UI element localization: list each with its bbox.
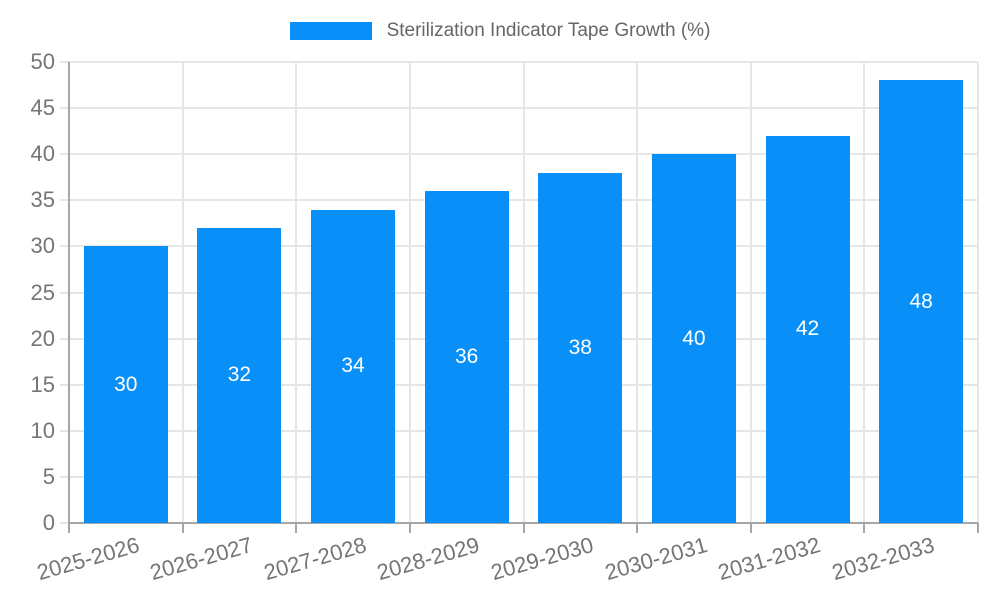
y-tick-label: 50 [30, 49, 55, 74]
bar[interactable]: 32 [197, 227, 282, 523]
y-tick-label: 0 [42, 510, 55, 535]
x-tick [181, 523, 184, 533]
x-tick [977, 523, 979, 533]
y-tick [60, 245, 69, 248]
y-tick-label: 25 [30, 279, 55, 305]
v-gridline [181, 62, 184, 523]
x-tick-label: 2030-2031 [601, 532, 710, 586]
bar-value-label: 48 [909, 289, 933, 313]
x-tick-label: 2025-2026 [33, 532, 142, 586]
y-tick [60, 383, 69, 386]
x-axis-line [69, 522, 978, 524]
bar[interactable]: 34 [311, 209, 396, 523]
bar[interactable]: 42 [765, 135, 850, 523]
y-tick-label: 20 [30, 325, 55, 351]
y-tick [60, 429, 69, 432]
x-tick-label: 2029-2030 [488, 532, 597, 586]
v-gridline [408, 62, 411, 523]
bar-value-label: 30 [114, 372, 138, 396]
y-tick-label: 5 [42, 463, 55, 489]
legend-swatch-icon[interactable] [289, 22, 372, 40]
bar-value-label: 40 [682, 326, 706, 350]
bar[interactable]: 40 [651, 154, 736, 523]
bar-value-label: 38 [568, 335, 592, 359]
v-gridline [749, 62, 752, 523]
x-tick-label: 2027-2028 [260, 532, 369, 586]
x-tick-label: 2028-2029 [374, 532, 483, 586]
y-axis-line [68, 62, 70, 523]
x-tick [522, 523, 525, 533]
bar[interactable]: 30 [83, 246, 168, 523]
y-tick [60, 199, 69, 202]
y-tick [60, 522, 69, 524]
bar-value-label: 34 [341, 354, 365, 378]
y-tick-label: 30 [30, 233, 55, 259]
y-tick [60, 61, 69, 63]
v-gridline [522, 62, 525, 523]
y-tick [60, 475, 69, 478]
bar[interactable]: 38 [538, 172, 623, 523]
x-tick-label: 2031-2032 [715, 532, 824, 586]
v-gridline [863, 62, 866, 523]
bar-value-label: 42 [795, 317, 820, 341]
v-gridline [295, 62, 298, 523]
bar[interactable]: 48 [879, 80, 964, 523]
bar-value-label: 32 [227, 363, 252, 387]
x-tick [68, 523, 70, 533]
legend[interactable]: Sterilization Indicator Tape Growth (%) [0, 20, 1000, 42]
y-tick-label: 40 [30, 141, 55, 167]
bar[interactable]: 36 [424, 191, 509, 523]
y-tick [60, 291, 69, 294]
x-tick [295, 523, 298, 533]
legend-label[interactable]: Sterilization Indicator Tape Growth (%) [386, 20, 711, 41]
v-gridline [977, 62, 979, 523]
v-gridline [636, 62, 639, 523]
x-tick-label: 2032-2033 [829, 532, 938, 586]
x-tick-label: 2026-2027 [147, 532, 256, 586]
bar-value-label: 36 [455, 345, 479, 369]
x-tick [636, 523, 639, 533]
y-tick [60, 337, 69, 340]
y-tick-label: 35 [30, 187, 55, 213]
x-tick [749, 523, 752, 533]
y-tick-label: 10 [30, 417, 55, 443]
y-tick-label: 15 [30, 371, 55, 397]
y-tick [60, 153, 69, 156]
x-tick [408, 523, 411, 533]
x-tick [863, 523, 866, 533]
y-tick-label: 45 [30, 95, 55, 121]
y-tick [60, 107, 69, 110]
